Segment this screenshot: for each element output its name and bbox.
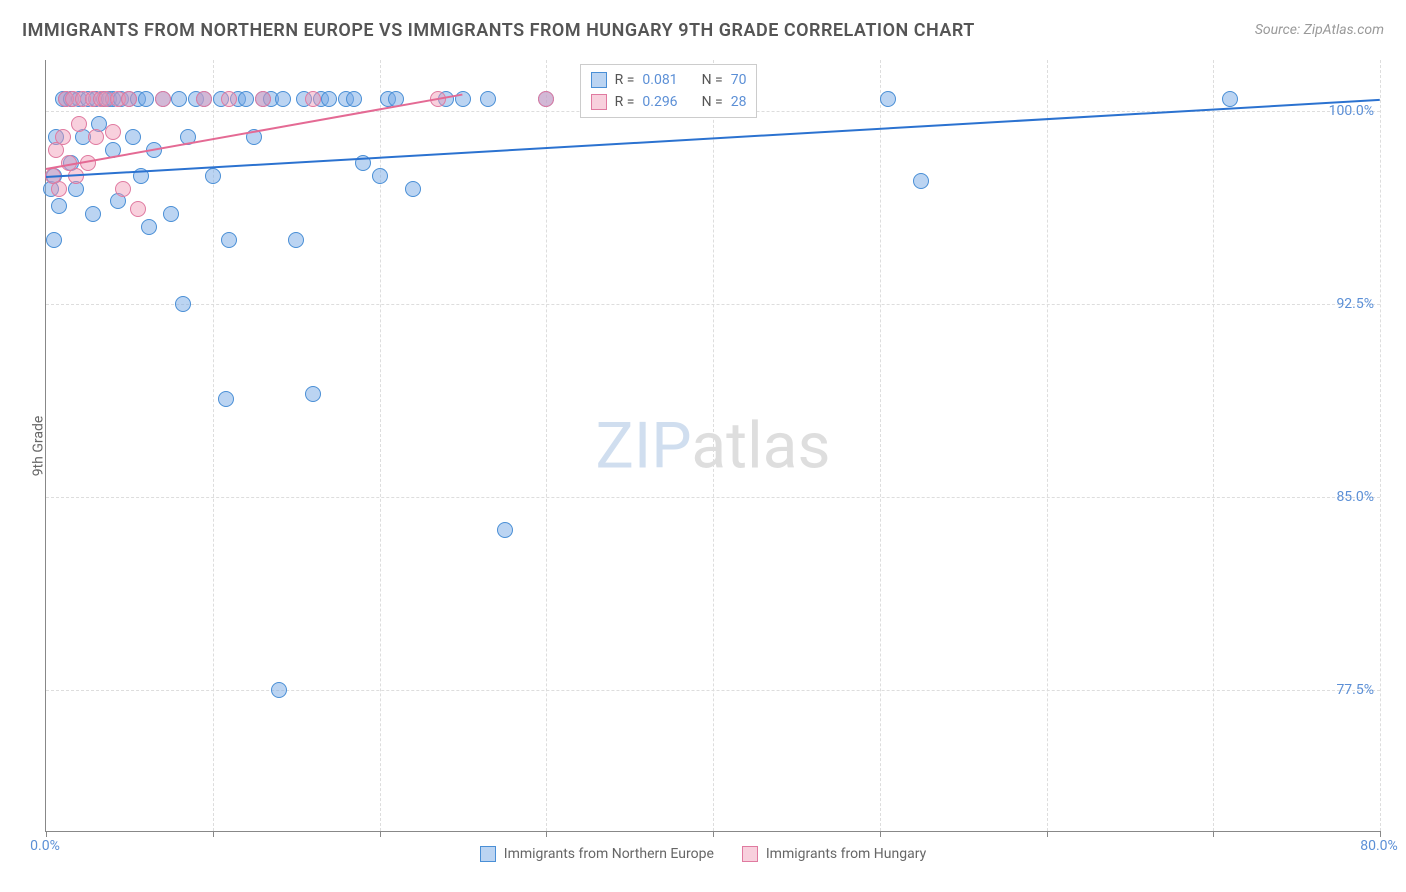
scatter-point bbox=[205, 168, 221, 184]
x-gridline bbox=[713, 60, 714, 831]
scatter-point bbox=[46, 232, 62, 248]
x-tick-mark bbox=[880, 831, 881, 837]
n-value: 70 bbox=[731, 69, 747, 91]
scatter-point bbox=[271, 682, 287, 698]
scatter-point bbox=[105, 124, 121, 140]
scatter-point bbox=[125, 129, 141, 145]
x-tick-label: 0.0% bbox=[30, 838, 60, 854]
scatter-point bbox=[85, 206, 101, 222]
scatter-point bbox=[372, 168, 388, 184]
legend-label: Immigrants from Hungary bbox=[766, 846, 926, 862]
scatter-point bbox=[913, 173, 929, 189]
n-value: 28 bbox=[731, 91, 747, 113]
scatter-point bbox=[196, 91, 212, 107]
r-value: 0.081 bbox=[642, 69, 677, 91]
y-tick-label: 77.5% bbox=[1336, 682, 1374, 698]
plot-area: ZIPatlas 77.5%85.0%92.5%100.0%R =0.081N … bbox=[45, 60, 1380, 832]
legend-swatch bbox=[591, 94, 607, 110]
scatter-point bbox=[88, 129, 104, 145]
legend-stats-row: R = 0.296 N = 28 bbox=[591, 91, 747, 113]
scatter-point bbox=[880, 91, 896, 107]
scatter-point bbox=[288, 232, 304, 248]
scatter-point bbox=[155, 91, 171, 107]
scatter-point bbox=[275, 91, 291, 107]
x-gridline bbox=[1213, 60, 1214, 831]
x-gridline bbox=[1380, 60, 1381, 831]
watermark-zip: ZIP bbox=[596, 408, 692, 483]
x-gridline bbox=[1047, 60, 1048, 831]
x-tick-mark bbox=[380, 831, 381, 837]
legend-swatch bbox=[591, 72, 607, 88]
scatter-point bbox=[238, 91, 254, 107]
scatter-point bbox=[221, 91, 237, 107]
scatter-point bbox=[405, 181, 421, 197]
r-value: 0.296 bbox=[642, 91, 677, 113]
legend-label: Immigrants from Northern Europe bbox=[504, 846, 714, 862]
scatter-point bbox=[218, 391, 234, 407]
r-label: R = bbox=[615, 69, 635, 91]
scatter-point bbox=[455, 91, 471, 107]
scatter-point bbox=[305, 386, 321, 402]
y-tick-label: 85.0% bbox=[1336, 489, 1374, 505]
y-axis-label: 9th Grade bbox=[30, 416, 46, 477]
scatter-point bbox=[221, 232, 237, 248]
n-label: N = bbox=[702, 69, 723, 91]
x-tick-mark bbox=[713, 831, 714, 837]
scatter-point bbox=[305, 91, 321, 107]
y-tick-label: 92.5% bbox=[1336, 296, 1374, 312]
x-gridline bbox=[880, 60, 881, 831]
x-tick-label: 80.0% bbox=[1360, 838, 1398, 854]
n-label: N = bbox=[702, 91, 723, 113]
chart-title: IMMIGRANTS FROM NORTHERN EUROPE VS IMMIG… bbox=[22, 20, 975, 41]
scatter-point bbox=[163, 206, 179, 222]
legend-item-northern-europe: Immigrants from Northern Europe bbox=[480, 846, 714, 862]
legend-stats-box: R = 0.081 N = 70 R = 0.296 N = 28 bbox=[580, 64, 758, 118]
scatter-point bbox=[175, 296, 191, 312]
scatter-point bbox=[497, 522, 513, 538]
scatter-point bbox=[538, 91, 554, 107]
scatter-point bbox=[71, 116, 87, 132]
x-tick-mark bbox=[546, 831, 547, 837]
scatter-point bbox=[1222, 91, 1238, 107]
scatter-point bbox=[55, 129, 71, 145]
scatter-point bbox=[121, 91, 137, 107]
x-tick-mark bbox=[1047, 831, 1048, 837]
scatter-point bbox=[51, 181, 67, 197]
scatter-point bbox=[321, 91, 337, 107]
chart-container: IMMIGRANTS FROM NORTHERN EUROPE VS IMMIG… bbox=[0, 0, 1406, 892]
legend-swatch-pink bbox=[742, 846, 758, 862]
scatter-point bbox=[130, 201, 146, 217]
scatter-point bbox=[138, 91, 154, 107]
scatter-point bbox=[141, 219, 157, 235]
scatter-point bbox=[51, 198, 67, 214]
scatter-point bbox=[346, 91, 362, 107]
scatter-point bbox=[480, 91, 496, 107]
x-tick-mark bbox=[1213, 831, 1214, 837]
source-attribution: Source: ZipAtlas.com bbox=[1255, 22, 1384, 38]
x-tick-mark bbox=[46, 831, 47, 837]
legend-swatch-blue bbox=[480, 846, 496, 862]
legend-stats-row: R = 0.081 N = 70 bbox=[591, 69, 747, 91]
legend-bottom: Immigrants from Northern Europe Immigran… bbox=[0, 846, 1406, 862]
scatter-point bbox=[115, 181, 131, 197]
y-tick-label: 100.0% bbox=[1329, 103, 1374, 119]
r-label: R = bbox=[615, 91, 635, 113]
x-tick-mark bbox=[1380, 831, 1381, 837]
x-tick-mark bbox=[213, 831, 214, 837]
x-gridline bbox=[546, 60, 547, 831]
legend-item-hungary: Immigrants from Hungary bbox=[742, 846, 926, 862]
scatter-point bbox=[255, 91, 271, 107]
scatter-point bbox=[171, 91, 187, 107]
